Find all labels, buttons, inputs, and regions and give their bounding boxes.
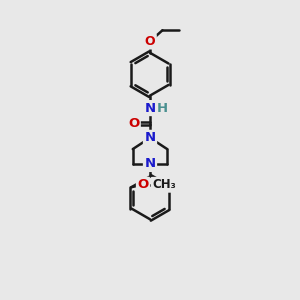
Text: N: N: [144, 102, 156, 115]
Text: N: N: [144, 131, 156, 144]
Text: O: O: [128, 117, 139, 130]
Text: O: O: [145, 35, 155, 48]
Text: O: O: [137, 178, 149, 191]
Text: CH₃: CH₃: [152, 178, 176, 191]
Text: N: N: [144, 158, 156, 170]
Text: H: H: [157, 102, 168, 115]
